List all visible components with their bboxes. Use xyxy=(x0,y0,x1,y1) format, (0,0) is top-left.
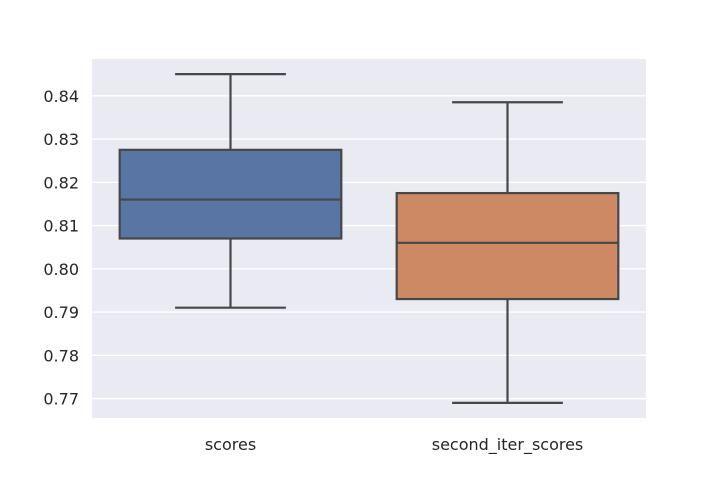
y-tick-label: 0.84 xyxy=(43,87,79,106)
y-axis-tick-labels: 0.77 0.78 0.79 0.80 0.81 0.82 0.83 0.84 xyxy=(43,87,79,409)
y-tick-label: 0.82 xyxy=(43,173,79,192)
x-axis-category-labels: scores second_iter_scores xyxy=(205,435,583,455)
y-tick-label: 0.79 xyxy=(43,303,79,322)
y-tick-label: 0.77 xyxy=(43,390,79,409)
grid-lines xyxy=(92,95,646,400)
box-group xyxy=(118,73,343,309)
x-category-label: scores xyxy=(205,435,256,454)
boxes xyxy=(118,73,620,404)
y-tick-label: 0.81 xyxy=(43,217,79,236)
iqr-box xyxy=(395,191,620,301)
y-tick-label: 0.83 xyxy=(43,130,79,149)
box-group xyxy=(395,101,620,404)
y-tick-label: 0.80 xyxy=(43,260,79,279)
x-category-label: second_iter_scores xyxy=(432,435,584,455)
iqr-box xyxy=(118,148,343,240)
y-tick-label: 0.78 xyxy=(43,346,79,365)
